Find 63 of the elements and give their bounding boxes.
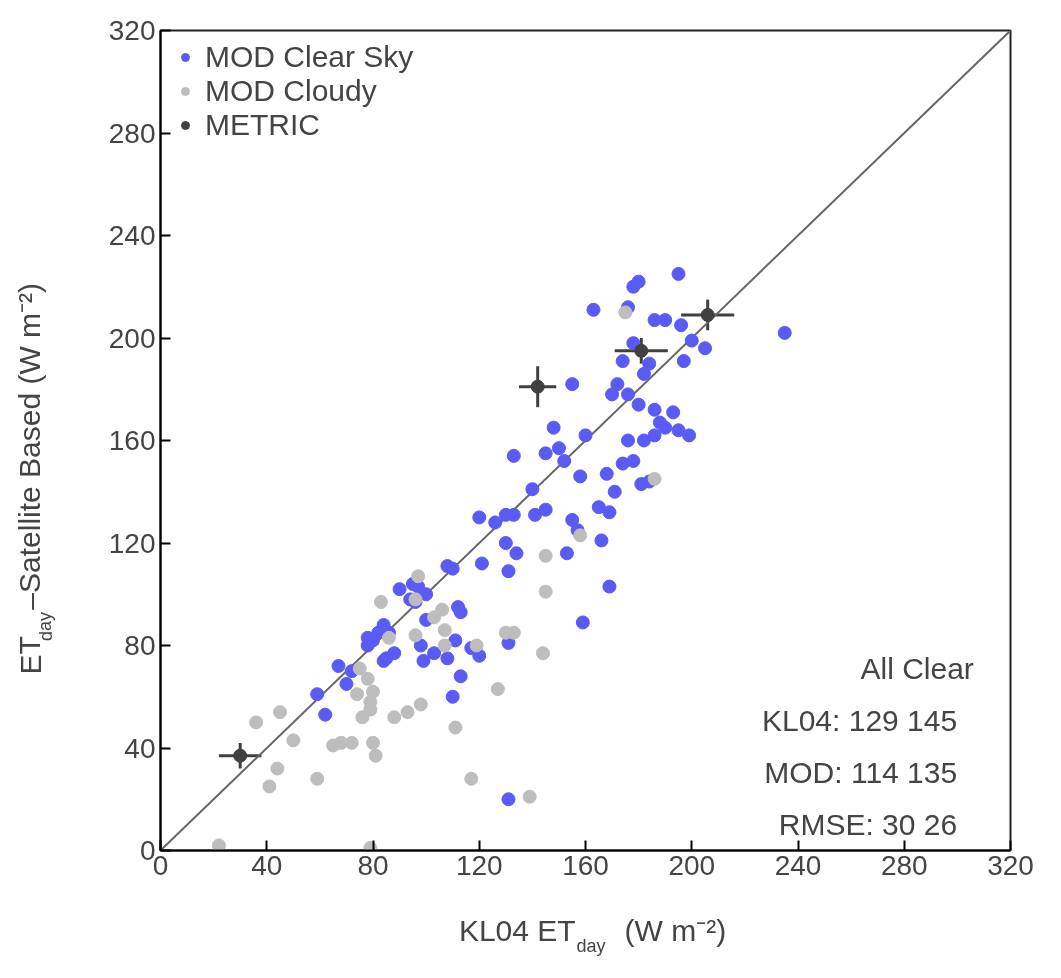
y-tick-label: 200 bbox=[108, 322, 156, 354]
point bbox=[286, 733, 301, 748]
point bbox=[634, 343, 649, 358]
point bbox=[469, 638, 484, 653]
legend-label: MOD Cloudy bbox=[205, 74, 377, 108]
y-axis-title: ETday–Satellite Based (W m⁻²) bbox=[13, 282, 56, 675]
point bbox=[310, 771, 325, 786]
x-tick-label: 160 bbox=[562, 849, 609, 881]
legend-label: MOD Clear Sky bbox=[205, 40, 414, 74]
point bbox=[373, 594, 388, 609]
point bbox=[381, 630, 396, 645]
point bbox=[490, 682, 505, 697]
point bbox=[437, 638, 452, 653]
annotation: RMSE: 30 26 bbox=[778, 807, 958, 841]
y-tick-label: 80 bbox=[124, 630, 156, 661]
point bbox=[464, 771, 479, 786]
annotation: KL04: 129 145 bbox=[761, 703, 958, 737]
point bbox=[411, 569, 426, 584]
point bbox=[368, 748, 383, 763]
point bbox=[538, 584, 553, 599]
point bbox=[211, 838, 226, 851]
y-tick-label: 40 bbox=[124, 732, 156, 764]
x-tick-label: 240 bbox=[774, 849, 822, 881]
point bbox=[352, 661, 367, 676]
point bbox=[387, 710, 402, 725]
point bbox=[530, 379, 545, 394]
legend-label: METRIC bbox=[205, 108, 320, 142]
point bbox=[618, 305, 633, 320]
point bbox=[437, 623, 452, 638]
point bbox=[233, 748, 248, 763]
x-tick-label: 320 bbox=[987, 849, 1034, 881]
y-tick-label: 320 bbox=[108, 15, 156, 46]
point bbox=[435, 602, 450, 617]
y-tick-label: 120 bbox=[108, 527, 156, 559]
point bbox=[700, 307, 715, 322]
y-tick-label: 160 bbox=[108, 425, 156, 456]
point bbox=[536, 646, 550, 661]
point bbox=[262, 779, 277, 794]
point bbox=[360, 671, 375, 686]
point bbox=[538, 548, 553, 563]
x-tick-label: 280 bbox=[880, 849, 928, 881]
point bbox=[273, 705, 288, 720]
point bbox=[350, 687, 365, 702]
point bbox=[355, 710, 370, 725]
annotation: MOD: 114 135 bbox=[764, 755, 958, 789]
point bbox=[413, 697, 428, 712]
x-tick-label: 120 bbox=[455, 849, 503, 881]
point bbox=[647, 471, 662, 486]
y-tick-label: 240 bbox=[108, 220, 156, 251]
point bbox=[573, 528, 588, 543]
x-tick-label: 200 bbox=[668, 849, 716, 881]
point bbox=[270, 761, 285, 776]
point bbox=[408, 628, 423, 643]
x-tick-label: 40 bbox=[251, 849, 283, 881]
y-tick-label: 280 bbox=[108, 117, 156, 149]
x-tick-label: 80 bbox=[357, 849, 389, 881]
point bbox=[344, 735, 359, 750]
point bbox=[400, 705, 415, 720]
annotation: All Clear bbox=[860, 651, 974, 685]
point bbox=[448, 720, 463, 735]
point bbox=[366, 735, 380, 750]
point bbox=[522, 789, 537, 804]
point bbox=[249, 715, 264, 730]
